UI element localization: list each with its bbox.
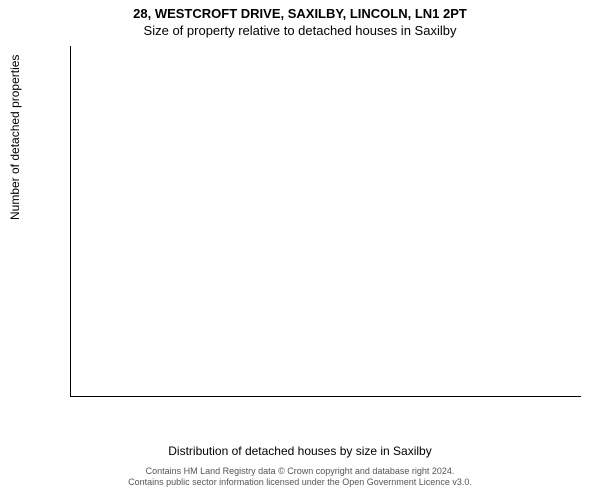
x-axis-label: Distribution of detached houses by size … <box>0 444 600 458</box>
plot-area <box>70 46 581 397</box>
property-size-chart: 28, WESTCROFT DRIVE, SAXILBY, LINCOLN, L… <box>0 0 600 500</box>
footnote: Contains HM Land Registry data © Crown c… <box>0 466 600 489</box>
chart-subtitle: Size of property relative to detached ho… <box>0 21 600 38</box>
y-axis-label: Number of detached properties <box>8 55 22 220</box>
footnote-line2: Contains public sector information licen… <box>128 477 472 487</box>
chart-title-address: 28, WESTCROFT DRIVE, SAXILBY, LINCOLN, L… <box>0 0 600 21</box>
footnote-line1: Contains HM Land Registry data © Crown c… <box>146 466 455 476</box>
